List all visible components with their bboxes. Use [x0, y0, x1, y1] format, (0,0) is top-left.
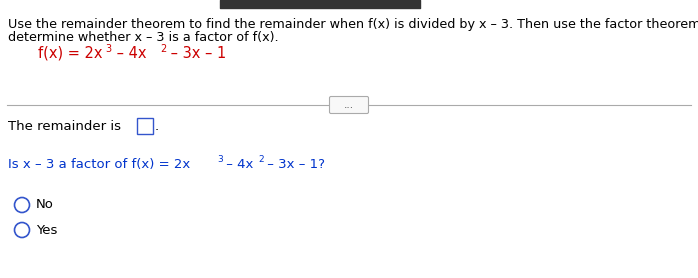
Text: – 4x: – 4x — [222, 158, 253, 171]
FancyBboxPatch shape — [137, 118, 153, 134]
Text: 2: 2 — [258, 155, 264, 164]
Text: The remainder is: The remainder is — [8, 120, 125, 133]
Text: determine whether x – 3 is a factor of f(x).: determine whether x – 3 is a factor of f… — [8, 31, 279, 44]
Text: f(x) = 2x: f(x) = 2x — [38, 46, 103, 61]
Circle shape — [15, 197, 29, 212]
Text: Yes: Yes — [36, 224, 57, 237]
Text: – 3x – 1?: – 3x – 1? — [263, 158, 325, 171]
Text: 3: 3 — [217, 155, 223, 164]
FancyBboxPatch shape — [329, 96, 369, 113]
Text: – 4x: – 4x — [112, 46, 147, 61]
Text: Is x – 3 a factor of f(x) = 2x: Is x – 3 a factor of f(x) = 2x — [8, 158, 191, 171]
Text: ...: ... — [344, 100, 354, 110]
Text: 3: 3 — [105, 44, 111, 54]
Text: 2: 2 — [160, 44, 166, 54]
Text: No: No — [36, 198, 54, 212]
Text: – 3x – 1: – 3x – 1 — [166, 46, 226, 61]
Text: Use the remainder theorem to find the remainder when f(x) is divided by x – 3. T: Use the remainder theorem to find the re… — [8, 18, 698, 31]
Circle shape — [15, 222, 29, 237]
Text: .: . — [155, 120, 159, 133]
